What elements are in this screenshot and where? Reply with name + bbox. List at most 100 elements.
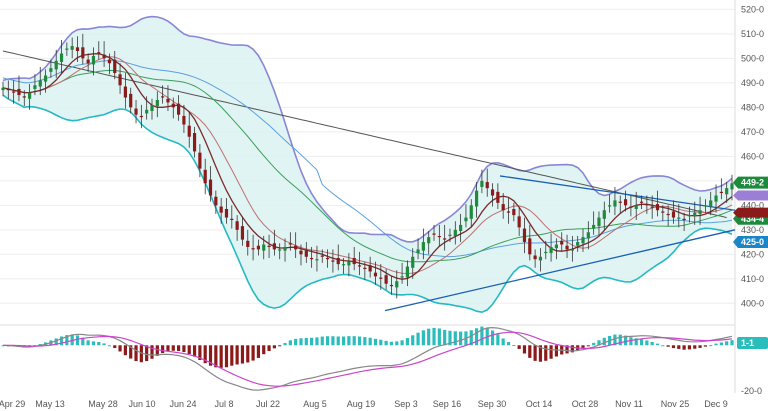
macd-histogram-bar (97, 341, 101, 346)
price-tick-label: 420-0 (741, 249, 764, 259)
candle-body (230, 218, 234, 221)
macd-histogram-bar (549, 345, 553, 359)
moving-average-lines (2, 50, 733, 280)
ma-slow-line (2, 50, 727, 219)
candle-body (49, 68, 53, 72)
date-tick-label: Sep 3 (394, 399, 418, 409)
candle-body (171, 103, 175, 108)
price-tags: 449-2 434-4 425-0 (733, 176, 768, 249)
candle-body (703, 205, 707, 207)
candle-body (155, 99, 159, 107)
price-tick-label: 470-0 (741, 127, 764, 137)
candle-body (347, 261, 351, 266)
candle-body (224, 208, 229, 218)
candle-body (725, 188, 729, 195)
candle-body (719, 191, 723, 194)
candle-body (43, 75, 48, 82)
ma-tag (733, 207, 768, 218)
macd-tick-label: -20-0 (741, 386, 762, 396)
candle-body (411, 256, 415, 268)
macd-histogram-bar (187, 345, 191, 354)
candle-body (166, 98, 170, 103)
candle-body (597, 217, 601, 227)
candle-body (709, 200, 713, 207)
macd-histogram-bar (581, 345, 585, 348)
macd-histogram-bar (384, 340, 388, 346)
macd-histogram-bar (145, 345, 149, 362)
date-tick-label: Nov 25 (661, 399, 690, 409)
candle-body (192, 133, 197, 152)
candle-body (698, 210, 702, 214)
macd-histogram-bar (177, 345, 181, 351)
macd-histogram-bar (171, 345, 175, 351)
candle-body (373, 272, 378, 277)
candle-body (38, 80, 42, 87)
candle-body (107, 59, 112, 64)
price-tag-bg (733, 236, 768, 249)
candle-body (586, 232, 590, 239)
candle-body (544, 251, 548, 254)
macd-histogram-bar (522, 345, 527, 354)
macd-histogram-bar (719, 342, 723, 346)
macd-histogram-bar (214, 345, 218, 368)
macd-histogram-bar (224, 345, 229, 368)
macd-histogram-bar (107, 345, 112, 347)
macd-histogram-bar (592, 342, 596, 346)
macd-histogram-bar (421, 330, 425, 346)
candle-body (496, 191, 500, 203)
candle-body (134, 108, 138, 115)
candle-body (506, 211, 511, 213)
candle-body (325, 257, 330, 260)
macd-histogram-bar (459, 331, 463, 346)
macd-panel (1, 326, 734, 391)
price-tick-label: 400-0 (741, 298, 764, 308)
ma-fast-line (2, 53, 733, 280)
macd-histogram-bar (389, 341, 394, 346)
macd-histogram-bar (155, 345, 159, 356)
macd-histogram-bar (278, 345, 282, 347)
macd-histogram-bar (368, 337, 372, 346)
macd-histogram-bar (373, 338, 378, 346)
macd-histogram-bar (437, 328, 441, 346)
candle-body (320, 255, 324, 257)
macd-histogram-bar (602, 337, 606, 346)
candle-body (671, 211, 676, 218)
macd-histogram-bar (347, 336, 351, 346)
macd-histogram-bar (38, 344, 42, 346)
candle-body (554, 244, 558, 249)
candle-body (65, 48, 69, 50)
candle-body (123, 86, 127, 98)
macd-histogram-bar (70, 334, 74, 346)
macd-histogram-bar (650, 342, 654, 346)
macd-histogram-bar (139, 345, 143, 363)
macd-histogram-bar (730, 340, 734, 346)
macd-histogram-bar (150, 345, 154, 359)
candle-body (650, 206, 654, 208)
macd-histogram-bar (714, 343, 718, 346)
date-tick-label: Apr 29 (0, 399, 25, 409)
macd-histogram-bar (512, 345, 516, 347)
candle-body (256, 245, 261, 250)
date-tick-label: Aug 19 (347, 399, 376, 409)
macd-histogram-bar (336, 336, 340, 346)
macd-histogram-bar (533, 345, 537, 361)
macd-histogram-bar (59, 336, 64, 346)
macd-histogram-bar (113, 345, 117, 348)
candle-body (54, 60, 58, 70)
macd-histogram-bar (198, 345, 202, 360)
macd-histogram-bar (299, 338, 303, 346)
candle-body (655, 204, 660, 211)
macd-histogram-bar (671, 345, 676, 349)
candle-body (251, 248, 255, 250)
macd-histogram-bar (661, 345, 665, 347)
price-tick-label: 490-0 (741, 78, 764, 88)
candle-body (384, 275, 388, 284)
macd-histogram-bar (528, 345, 532, 358)
candle-body (283, 246, 287, 251)
macd-histogram-bar (693, 345, 697, 349)
macd-histogram-bar (666, 345, 670, 347)
candle-body (272, 243, 276, 250)
ma-green-line (2, 69, 733, 263)
candle-body (22, 96, 26, 98)
price-tag-label: 449-2 (741, 178, 764, 188)
